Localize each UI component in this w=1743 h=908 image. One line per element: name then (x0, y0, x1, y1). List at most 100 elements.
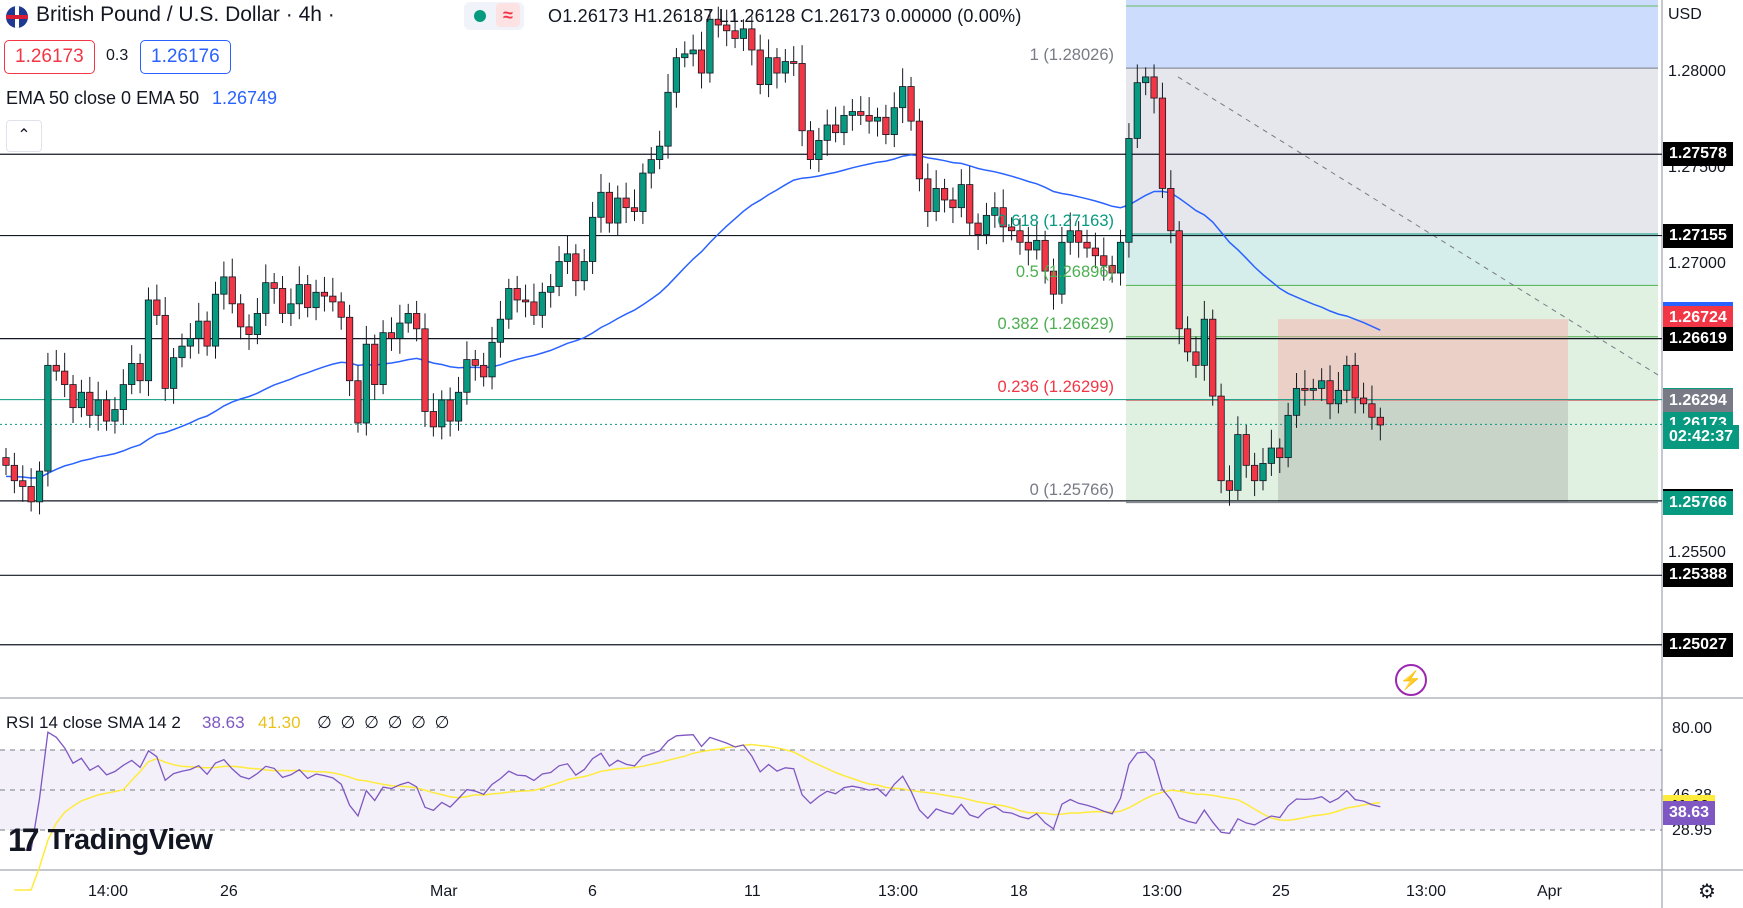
fibonacci-retracement[interactable] (1126, 0, 1659, 504)
time-tick-label: 13:00 (1142, 883, 1183, 900)
candle-body (1334, 389, 1343, 405)
candle-body (454, 391, 463, 422)
rsi-line (14, 731, 1381, 851)
currency-selector[interactable]: USD (1668, 6, 1702, 23)
candle-body (672, 57, 681, 93)
candle-body (957, 184, 965, 209)
candle-body (1217, 395, 1225, 482)
candle-body (228, 276, 236, 305)
market-status[interactable]: ≈ (464, 2, 524, 30)
candle-body (379, 332, 387, 385)
candle-body (865, 114, 873, 122)
candle-body (1267, 447, 1275, 464)
candle-body (848, 111, 856, 116)
time-tick-label: 11 (744, 883, 761, 900)
time-tick-label: Mar (430, 883, 458, 900)
candle-body (1125, 138, 1133, 243)
candle-body (656, 145, 664, 160)
lightning-icon[interactable]: ⚡ (1395, 664, 1427, 696)
candle-body (27, 486, 35, 503)
candle-body (798, 63, 806, 132)
candle-body (731, 30, 739, 39)
price-tag: 1.27155 (1663, 223, 1733, 248)
candle-body (69, 384, 77, 409)
candle-body (287, 303, 295, 314)
candle-body (186, 338, 194, 347)
buy-price-button[interactable]: 1.26176 (140, 40, 231, 74)
collapse-legend-button[interactable]: ⌃ (6, 120, 42, 152)
candle-body (521, 299, 530, 303)
candle-body (714, 18, 722, 26)
fib-zone (1126, 68, 1658, 235)
price-tag: 1.26724 (1663, 306, 1733, 331)
candle-body (823, 124, 831, 141)
symbol-title[interactable]: British Pound / U.S. Dollar · 4h · (36, 3, 335, 26)
candle-body (1309, 388, 1317, 391)
rsi-tick-label: 80.00 (1672, 720, 1713, 737)
candle-body (882, 116, 890, 136)
candle-body (832, 124, 840, 134)
candle-body (253, 313, 261, 335)
price-tag: 02:42:37 (1663, 424, 1740, 449)
candle-body (1259, 463, 1267, 482)
tradingview-logo[interactable]: 17 TradingView (8, 822, 213, 858)
candle-body (1075, 230, 1083, 243)
candle-body (1142, 76, 1150, 84)
time-tick-label: 25 (1272, 883, 1290, 900)
candle-body (706, 18, 714, 74)
candle-body (991, 207, 999, 216)
candle-body (966, 184, 974, 224)
candle-body (44, 364, 52, 472)
candle-body (153, 299, 161, 316)
candle-body (1049, 270, 1058, 295)
rsi-legend-label[interactable]: RSI 14 close SMA 14 2 (6, 713, 181, 732)
candle-body (1008, 226, 1016, 232)
candle-body (136, 363, 144, 382)
candle-body (555, 261, 563, 287)
price-tick-label: 1.27000 (1668, 255, 1726, 273)
candle-body (178, 345, 186, 359)
candle-body (630, 207, 639, 212)
candle-body (1133, 82, 1141, 139)
candle-body (35, 470, 44, 503)
horizontal-lines[interactable] (0, 153, 1662, 646)
candle-body (739, 28, 748, 39)
price-tag: 1.26294 (1663, 389, 1733, 414)
fib-ext-zone (1126, 0, 1658, 69)
candle-body (1376, 416, 1384, 426)
candle-body (128, 363, 136, 385)
time-tick-label: 18 (1010, 883, 1028, 900)
candle-body (19, 480, 27, 487)
candle-body (471, 359, 479, 366)
candle-body (421, 328, 429, 412)
candle-body (1158, 97, 1167, 189)
candle-body (329, 295, 337, 303)
fib-zone (1126, 234, 1658, 286)
candle-body (404, 313, 412, 324)
candle-body (1066, 230, 1074, 243)
candle-body (982, 214, 991, 235)
candle-body (1351, 364, 1359, 399)
candle-body (1292, 388, 1301, 416)
candle-body (1192, 351, 1200, 366)
candle-body (857, 111, 865, 116)
ema-legend-value: 1.26749 (212, 88, 278, 108)
sell-price-button[interactable]: 1.26173 (4, 40, 95, 74)
market-open-icon (474, 10, 486, 22)
candle-body (1359, 397, 1368, 405)
short-stop-zone (1278, 319, 1568, 402)
spread-value: 0.3 (106, 47, 129, 64)
price-tag: 1.25766 (1663, 490, 1733, 515)
tradingview-wordmark: TradingView (47, 823, 213, 856)
candle-body (86, 391, 94, 416)
rsi-null-values: ∅ ∅ ∅ ∅ ∅ ∅ (317, 713, 452, 732)
candle-body (1083, 241, 1091, 249)
candle-body (790, 61, 798, 64)
data-delay-icon: ≈ (496, 3, 520, 27)
candle-body (614, 197, 622, 224)
settings-gear-icon[interactable]: ⚙ (1698, 881, 1716, 903)
fib-label: 0 (1.25766) (1029, 480, 1114, 499)
ema-legend-label[interactable]: EMA 50 close 0 EMA 50 (6, 88, 200, 108)
